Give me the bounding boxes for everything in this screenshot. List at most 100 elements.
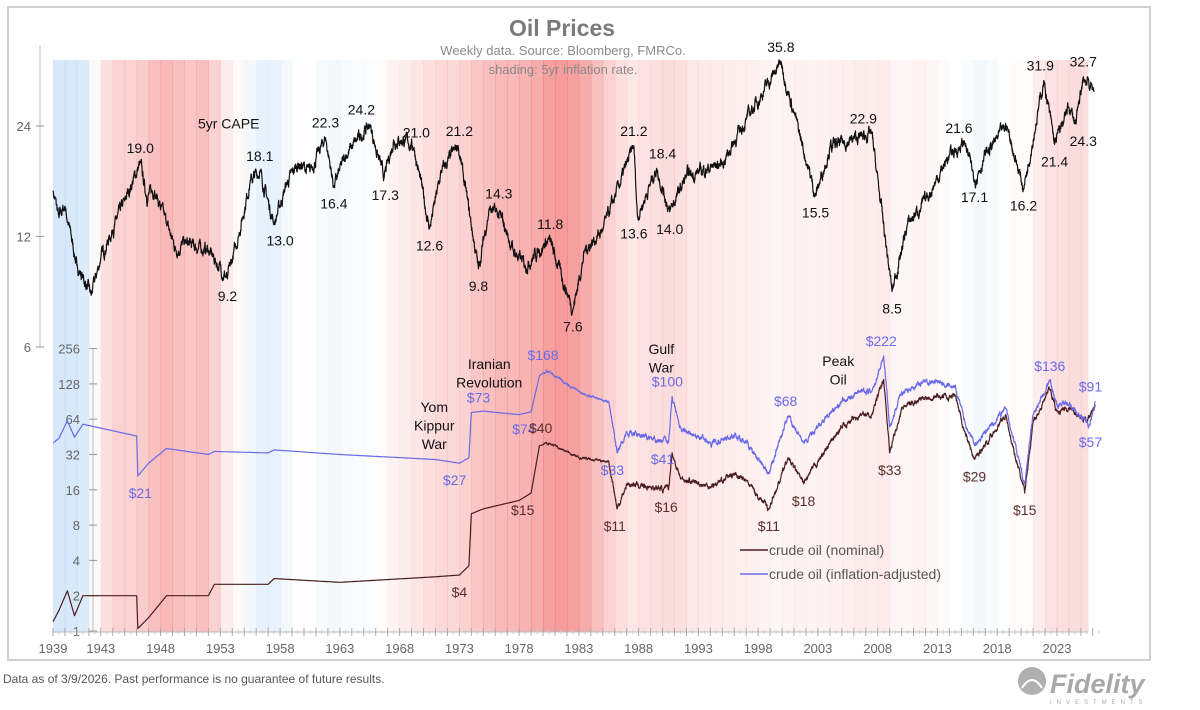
- inflation-band: [256, 60, 269, 632]
- oil-data-label: $16: [654, 499, 678, 515]
- inflation-band: [88, 60, 102, 632]
- legend-label-nominal: crude oil (nominal): [769, 542, 884, 558]
- inflation-band: [327, 60, 341, 632]
- inflation-band: [925, 60, 938, 632]
- x-axis-tick-label: 1973: [445, 641, 474, 656]
- inflation-band: [471, 60, 484, 632]
- oil-data-label: $18: [792, 493, 816, 509]
- inflation-band: [423, 60, 436, 632]
- inflation-band: [1080, 60, 1089, 632]
- inflation-band: [805, 60, 819, 632]
- oil-data-label: $168: [527, 347, 558, 363]
- nominal-oil-line: [52, 378, 1096, 630]
- event-annotation: Iranian: [468, 356, 511, 372]
- x-axis-tick-label: 1953: [206, 641, 235, 656]
- x-axis-tick-label: 2003: [803, 641, 832, 656]
- fidelity-logo-text: Fidelity: [1050, 669, 1146, 699]
- chart-title: Oil Prices: [509, 15, 615, 41]
- inflation-band: [865, 60, 879, 632]
- cape-data-label: 9.8: [469, 278, 489, 294]
- inflation-band: [339, 60, 353, 632]
- x-axis-tick-label: 1958: [266, 641, 295, 656]
- inflation-band: [1068, 60, 1082, 632]
- inflation-band: [722, 60, 735, 632]
- cape-data-label: 22.3: [312, 115, 339, 131]
- oil-axis-tick-label: 64: [66, 412, 80, 427]
- inflation-band: [268, 60, 281, 632]
- x-axis-tick-label: 1963: [325, 641, 354, 656]
- cape-axis-tick-label: 6: [24, 340, 31, 355]
- x-axis-tick-label: 2013: [923, 641, 952, 656]
- x-axis-tick-label: 2018: [983, 641, 1012, 656]
- inflation-band: [913, 60, 926, 632]
- cape-data-label: 24.3: [1070, 133, 1097, 149]
- cape-axis-tick-label: 12: [17, 230, 31, 245]
- inflation-band: [208, 60, 221, 632]
- x-axis-tick-label: 2008: [863, 641, 892, 656]
- event-annotation: 5yr CAPE: [198, 115, 259, 131]
- inflation-band: [985, 60, 998, 632]
- fidelity-logo: Fidelity INVESTMENTS: [1018, 667, 1146, 706]
- event-annotation: Peak: [822, 353, 855, 369]
- inflation-band: [734, 60, 747, 632]
- cape-data-label: 17.1: [961, 189, 988, 205]
- oil-data-label: $41: [651, 451, 675, 467]
- x-axis-tick-label: 1939: [39, 641, 68, 656]
- oil-data-label: $33: [601, 462, 625, 478]
- inflation-band: [566, 60, 580, 632]
- cape-data-label: 19.0: [127, 140, 154, 156]
- legend: crude oil (nominal) crude oil (inflation…: [740, 542, 941, 582]
- cape-data-label: 16.4: [320, 196, 347, 212]
- data-labels: 19.0 18.19.213.022.324.216.421.017.321.21…: [127, 39, 1103, 600]
- inflation-band: [758, 60, 771, 632]
- inflation-band: [196, 60, 209, 632]
- cape-data-label: 35.8: [767, 39, 794, 55]
- inflation-band: [495, 60, 508, 632]
- inflation-band: [674, 60, 687, 632]
- x-axis-tick-label: 2023: [1043, 641, 1072, 656]
- oil-data-label: $29: [963, 469, 987, 485]
- x-axis-tick-label: 1968: [385, 641, 414, 656]
- cape-data-label: 9.2: [218, 288, 238, 304]
- inflation-band: [698, 60, 711, 632]
- inflation-band: [961, 60, 974, 632]
- inflation-band: [280, 60, 293, 632]
- inflation-band: [244, 60, 257, 632]
- oil-data-label: $73: [467, 389, 491, 405]
- chart-subtitle-1: Weekly data. Source: Bloomberg, FMRCo.: [440, 43, 685, 58]
- inflation-band: [387, 60, 401, 632]
- x-axis-tick-label: 1978: [505, 641, 534, 656]
- x-axis-tick-label: 1998: [744, 641, 773, 656]
- footer-disclaimer: Data as of 3/9/2026. Past performance is…: [3, 672, 385, 686]
- inflation-band: [543, 60, 556, 632]
- inflation-band: [447, 60, 460, 632]
- x-axis-tick-label: 1943: [86, 641, 115, 656]
- cape-line: [52, 59, 1095, 316]
- inflation-band: [315, 60, 329, 632]
- cape-data-label: 11.8: [537, 216, 563, 232]
- cape-data-label: 21.2: [620, 123, 647, 139]
- cape-data-label: 7.6: [563, 318, 583, 334]
- inflation-band: [411, 60, 425, 632]
- oil-axis-tick-label: 256: [58, 342, 80, 357]
- inflation-band: [841, 60, 855, 632]
- oil-data-label: $136: [1034, 358, 1065, 374]
- chart-subtitle-2: shading: 5yr inflation rate.: [489, 62, 638, 77]
- inflation-band: [351, 60, 365, 632]
- inflation-band: [901, 60, 915, 632]
- inflation-band: [590, 60, 604, 632]
- event-annotation: War: [422, 436, 447, 452]
- cape-data-label: 8.5: [882, 300, 902, 316]
- event-annotation: Kippur: [414, 418, 455, 434]
- inflation-band: [638, 60, 652, 632]
- cape-data-label: 13.6: [620, 226, 647, 242]
- event-annotation: Gulf: [649, 341, 675, 357]
- inflation-band: [686, 60, 699, 632]
- cape-data-label: 16.2: [1010, 198, 1037, 214]
- inflation-band: [626, 60, 640, 632]
- inflation-band: [937, 60, 949, 632]
- oil-data-label: $15: [511, 502, 535, 518]
- inflation-band: [519, 60, 532, 632]
- event-annotation: Oil: [830, 372, 847, 388]
